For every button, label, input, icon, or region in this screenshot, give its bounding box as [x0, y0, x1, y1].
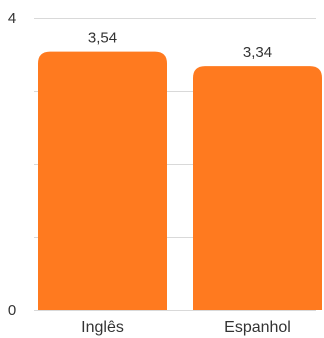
- data-label-1: 3,34: [243, 44, 272, 61]
- bar-0: [38, 51, 167, 310]
- category-label-1: Espanhol: [224, 319, 291, 336]
- data-labels: 3,54 3,34: [88, 30, 272, 62]
- data-label-0: 3,54: [88, 30, 117, 47]
- bars: [38, 51, 322, 311]
- bar-1: [193, 66, 322, 311]
- y-axis-tick-labels: 04: [8, 10, 16, 319]
- y-tick-label-4: 4: [8, 10, 16, 27]
- x-axis-category-labels: Inglês Espanhol: [81, 319, 291, 336]
- y-tick-label-0: 0: [8, 302, 16, 319]
- category-label-0: Inglês: [81, 319, 124, 336]
